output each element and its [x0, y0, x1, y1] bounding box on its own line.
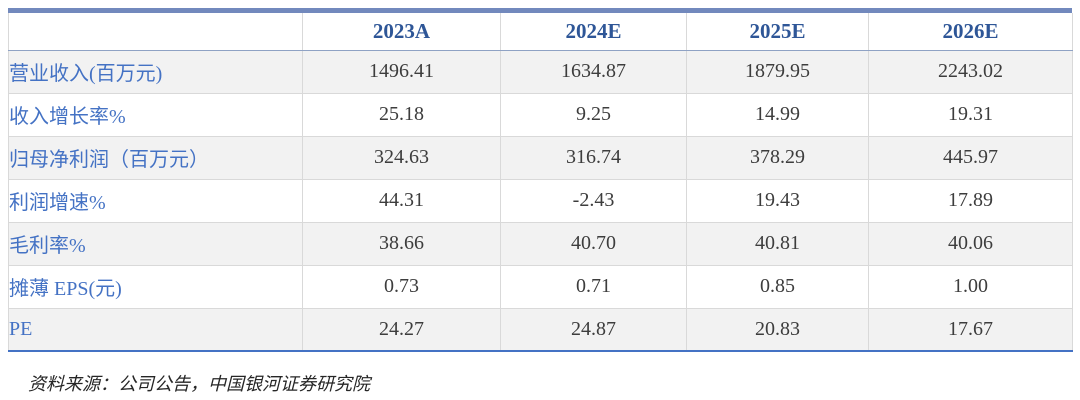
cell-value: 9.25 — [500, 92, 687, 137]
cell-value: 316.74 — [500, 135, 687, 180]
header-empty-cell — [8, 13, 303, 51]
financial-forecast-table: 2023A 2024E 2025E 2026E 营业收入(百万元) 1496.4… — [8, 13, 1073, 352]
cell-value: 40.06 — [868, 221, 1073, 266]
cell-value: 0.73 — [302, 264, 501, 309]
cell-value: 324.63 — [302, 135, 501, 180]
cell-value: 40.81 — [686, 221, 869, 266]
row-label: 归母净利润（百万元） — [8, 135, 303, 180]
table-row-pe: PE 24.27 24.87 20.83 17.67 — [8, 307, 1073, 352]
col-header-2024e: 2024E — [500, 13, 687, 51]
table-row-net-profit: 归母净利润（百万元） 324.63 316.74 378.29 445.97 — [8, 135, 1073, 180]
table-top-accent-bar — [8, 8, 1072, 13]
row-label: 利润增速% — [8, 178, 303, 223]
cell-value: 0.71 — [500, 264, 687, 309]
cell-value: 20.83 — [686, 307, 869, 352]
cell-value: 19.43 — [686, 178, 869, 223]
cell-value: 24.87 — [500, 307, 687, 352]
cell-value: 1496.41 — [302, 49, 501, 94]
table-row-diluted-eps: 摊薄 EPS(元) 0.73 0.71 0.85 1.00 — [8, 264, 1073, 309]
cell-value: 1634.87 — [500, 49, 687, 94]
table-row-profit-growth: 利润增速% 44.31 -2.43 19.43 17.89 — [8, 178, 1073, 223]
row-label: 毛利率% — [8, 221, 303, 266]
cell-value: 24.27 — [302, 307, 501, 352]
cell-value: 445.97 — [868, 135, 1073, 180]
col-header-2023a: 2023A — [302, 13, 501, 51]
forecast-table-container: 2023A 2024E 2025E 2026E 营业收入(百万元) 1496.4… — [8, 8, 1073, 352]
cell-value: 14.99 — [686, 92, 869, 137]
cell-value: 1.00 — [868, 264, 1073, 309]
table-row-revenue: 营业收入(百万元) 1496.41 1634.87 1879.95 2243.0… — [8, 49, 1073, 94]
source-note: 资料来源：公司公告，中国银河证券研究院 — [28, 374, 370, 394]
cell-value: 40.70 — [500, 221, 687, 266]
row-label: 营业收入(百万元) — [8, 49, 303, 94]
cell-value: 19.31 — [868, 92, 1073, 137]
cell-value: 1879.95 — [686, 49, 869, 94]
cell-value: 0.85 — [686, 264, 869, 309]
cell-value: 2243.02 — [868, 49, 1073, 94]
row-label: PE — [8, 307, 303, 352]
row-label: 收入增长率% — [8, 92, 303, 137]
header-row: 2023A 2024E 2025E 2026E — [8, 13, 1073, 51]
table-row-revenue-growth: 收入增长率% 25.18 9.25 14.99 19.31 — [8, 92, 1073, 137]
cell-value: 378.29 — [686, 135, 869, 180]
cell-value: 44.31 — [302, 178, 501, 223]
col-header-2026e: 2026E — [868, 13, 1073, 51]
cell-value: -2.43 — [500, 178, 687, 223]
row-label: 摊薄 EPS(元) — [8, 264, 303, 309]
cell-value: 17.89 — [868, 178, 1073, 223]
col-header-2025e: 2025E — [686, 13, 869, 51]
table-row-gross-margin: 毛利率% 38.66 40.70 40.81 40.06 — [8, 221, 1073, 266]
cell-value: 38.66 — [302, 221, 501, 266]
cell-value: 25.18 — [302, 92, 501, 137]
cell-value: 17.67 — [868, 307, 1073, 352]
